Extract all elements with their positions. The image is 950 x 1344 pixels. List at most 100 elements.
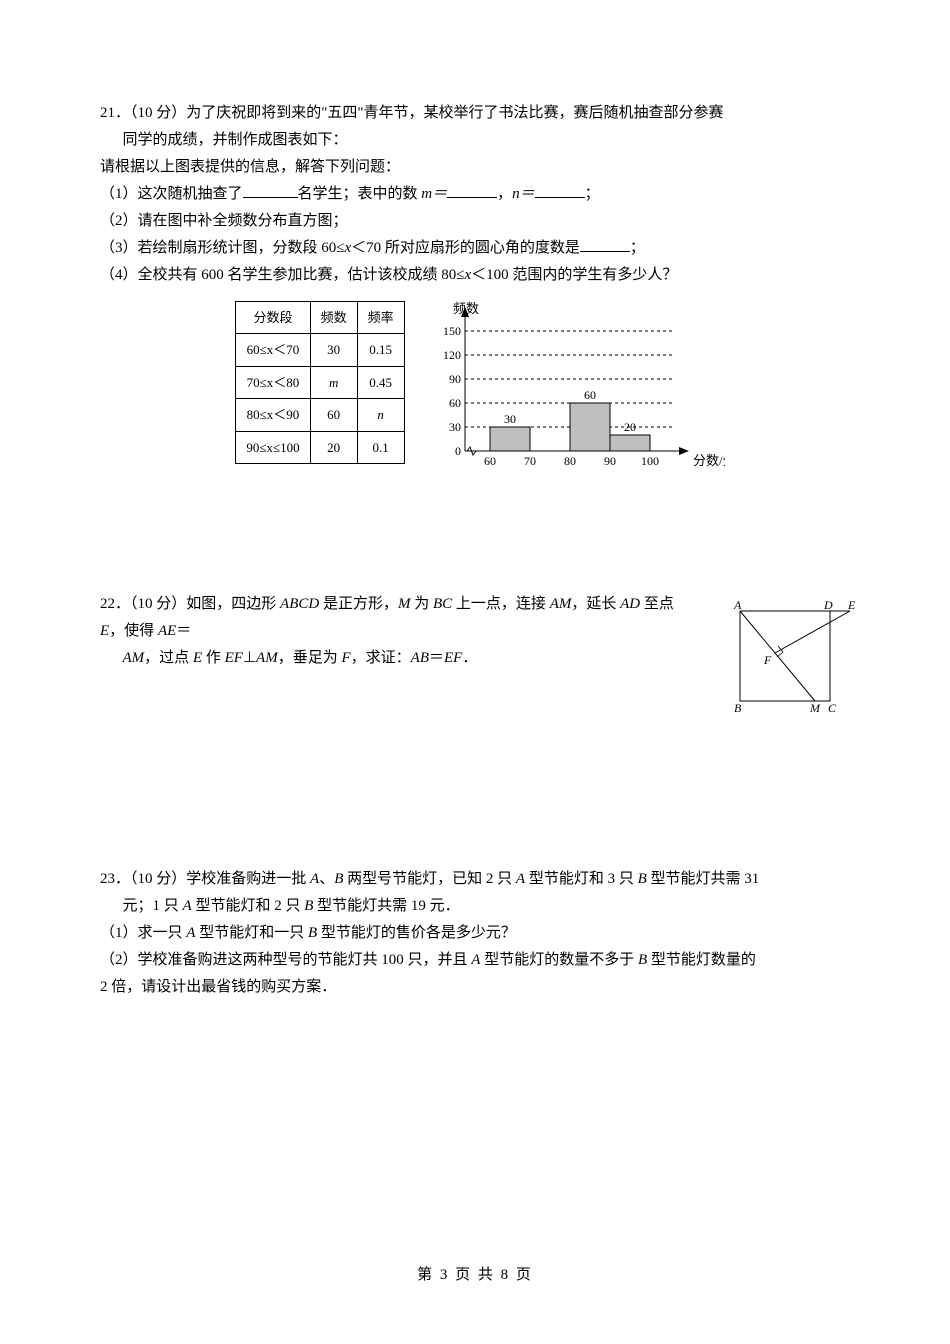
ytick-90: 90 bbox=[449, 372, 461, 386]
blank-2 bbox=[447, 182, 497, 198]
blank-3 bbox=[535, 182, 585, 198]
q21-sub1d: ， bbox=[497, 186, 512, 202]
t: 上一点，连接 bbox=[452, 596, 550, 612]
segment-ef bbox=[775, 611, 850, 653]
A: A bbox=[310, 871, 319, 887]
q21-sub2: （2）请在图中补全频数分布直方图； bbox=[100, 208, 860, 235]
t: 元；1 只 bbox=[123, 898, 183, 914]
perp: ⊥ bbox=[243, 650, 256, 666]
abcd: ABCD bbox=[280, 596, 319, 612]
t: 型节能灯的数量不多于 bbox=[480, 952, 638, 968]
xtick: 60 bbox=[484, 454, 496, 468]
ytick-0: 0 bbox=[455, 444, 461, 458]
t: 型节能灯和 2 只 bbox=[192, 898, 305, 914]
q21-figure-row: 分数段 频数 频率 60≤x＜70 30 0.15 70≤x＜80 m 0.45… bbox=[100, 301, 860, 471]
table-row: 分数段 频数 频率 bbox=[236, 302, 404, 334]
BC: BC bbox=[433, 596, 452, 612]
xtick: 80 bbox=[564, 454, 576, 468]
page-footer: 第 3 页 共 8 页 bbox=[0, 1263, 950, 1284]
q21-sub3: （3）若绘制扇形统计图，分数段 60≤x＜70 所对应扇形的圆心角的度数是； bbox=[100, 235, 860, 262]
histogram-chart: 频数 0 30 60 90 120 150 bbox=[425, 301, 725, 471]
ytick-120: 120 bbox=[443, 348, 461, 362]
cell: m bbox=[310, 366, 357, 398]
cell: 90≤x≤100 bbox=[236, 431, 310, 463]
q21-points: （10 分） bbox=[130, 105, 186, 121]
q21-sub1a: （1）这次随机抽查了 bbox=[100, 186, 243, 202]
square-abcd bbox=[740, 611, 830, 701]
B3: B bbox=[304, 898, 313, 914]
q21-text1a: 为了庆祝即将到来的"五四"青年节，某校举行了书法比赛，赛后随机抽查部分参赛 bbox=[186, 105, 723, 121]
B4: B bbox=[308, 925, 317, 941]
ytick-150: 150 bbox=[443, 324, 461, 338]
q21-sub1f: ； bbox=[585, 186, 600, 202]
cell: 0.45 bbox=[357, 366, 404, 398]
x-ticks: 60 70 80 90 100 bbox=[484, 454, 659, 468]
AM: AM bbox=[550, 596, 572, 612]
q22-line2: AM，过点 E 作 EF⊥AM，垂足为 F，求证：AB＝EF． bbox=[100, 645, 700, 672]
question-21: 21．（10 分）为了庆祝即将到来的"五四"青年节，某校举行了书法比赛，赛后随机… bbox=[100, 100, 860, 471]
cell: 80≤x＜90 bbox=[236, 399, 310, 431]
bar-label-20: 20 bbox=[624, 420, 636, 434]
q21-sub4a: （4）全校共有 600 名学生参加比赛，估计该校成绩 80≤ bbox=[100, 267, 465, 283]
xtick: 70 bbox=[524, 454, 536, 468]
q23-sub1: （1）求一只 A 型节能灯和一只 B 型节能灯的售价各是多少元？ bbox=[100, 920, 860, 947]
label-F: F bbox=[763, 653, 772, 667]
t: 学校准备购进一批 bbox=[186, 871, 310, 887]
q23-points: （10 分） bbox=[130, 871, 186, 887]
t: 如图，四边形 bbox=[186, 596, 280, 612]
t: 型节能灯和一只 bbox=[195, 925, 308, 941]
q21-sub4: （4）全校共有 600 名学生参加比赛，估计该校成绩 80≤x＜100 范围内的… bbox=[100, 262, 860, 289]
t: ． bbox=[462, 650, 477, 666]
q23-sub2d: 2 倍，请设计出最省钱的购买方案． bbox=[100, 974, 860, 1001]
label-C: C bbox=[828, 701, 837, 715]
cell: 30 bbox=[310, 334, 357, 366]
t: ，延长 bbox=[571, 596, 620, 612]
B5: B bbox=[638, 952, 647, 968]
table-row: 60≤x＜70 30 0.15 bbox=[236, 334, 404, 366]
q22-number: 22． bbox=[100, 596, 130, 612]
q22-line1: 22．（10 分）如图，四边形 ABCD 是正方形，M 为 BC 上一点，连接 … bbox=[100, 591, 700, 645]
q21-sub1b: 名学生；表中的数 bbox=[298, 186, 422, 202]
t: 两型号节能灯，已知 2 只 bbox=[343, 871, 516, 887]
t: 型节能灯的售价各是多少元？ bbox=[317, 925, 516, 941]
ytick-30: 30 bbox=[449, 420, 461, 434]
AM2: AM bbox=[123, 650, 145, 666]
M: M bbox=[398, 596, 411, 612]
th-range: 分数段 bbox=[236, 302, 310, 334]
t: 为 bbox=[410, 596, 433, 612]
q23-number: 23． bbox=[100, 871, 130, 887]
question-23: 23．（10 分）学校准备购进一批 A、B 两型号节能灯，已知 2 只 A 型节… bbox=[100, 866, 860, 1001]
geometry-diagram: A D E B C M F bbox=[720, 596, 860, 716]
q21-sub1: （1）这次随机抽查了名学生；表中的数 m＝，n＝； bbox=[100, 181, 860, 208]
E: E bbox=[100, 623, 109, 639]
AB: AB bbox=[411, 650, 429, 666]
q23-line1: 23．（10 分）学校准备购进一批 A、B 两型号节能灯，已知 2 只 A 型节… bbox=[100, 866, 860, 893]
q21-sub4c: ＜100 范围内的学生有多少人？ bbox=[471, 267, 677, 283]
q21-sub3a: （3）若绘制扇形统计图，分数段 60≤ bbox=[100, 240, 344, 256]
q21-text1b: 同学的成绩，并制作成图表如下： bbox=[100, 127, 860, 154]
cell: 20 bbox=[310, 431, 357, 463]
segment-am bbox=[740, 611, 815, 701]
q21-text2: 请根据以上图表提供的信息，解答下列问题： bbox=[100, 154, 860, 181]
blank-4 bbox=[580, 236, 630, 252]
q22-points: （10 分） bbox=[130, 596, 186, 612]
t: 型节能灯共需 19 元． bbox=[313, 898, 459, 914]
x-axis-label: 分数/分 bbox=[693, 453, 725, 468]
table-row: 70≤x＜80 m 0.45 bbox=[236, 366, 404, 398]
B2: B bbox=[638, 871, 647, 887]
t: 型节能灯共需 31 bbox=[647, 871, 760, 887]
label-B: B bbox=[734, 701, 742, 715]
bar-label-30: 30 bbox=[504, 412, 516, 426]
blank-1 bbox=[243, 182, 298, 198]
label-M: M bbox=[809, 701, 821, 715]
t: ，垂足为 bbox=[278, 650, 342, 666]
cell: n bbox=[357, 399, 404, 431]
q21-stem: 21．（10 分）为了庆祝即将到来的"五四"青年节，某校举行了书法比赛，赛后随机… bbox=[100, 100, 860, 127]
EF: EF bbox=[225, 650, 243, 666]
eq: ＝ bbox=[176, 623, 191, 639]
cell: 0.1 bbox=[357, 431, 404, 463]
t: ，过点 bbox=[144, 650, 193, 666]
q21-number: 21． bbox=[100, 105, 130, 121]
label-E: E bbox=[847, 598, 856, 612]
t: （1）求一只 bbox=[100, 925, 186, 941]
